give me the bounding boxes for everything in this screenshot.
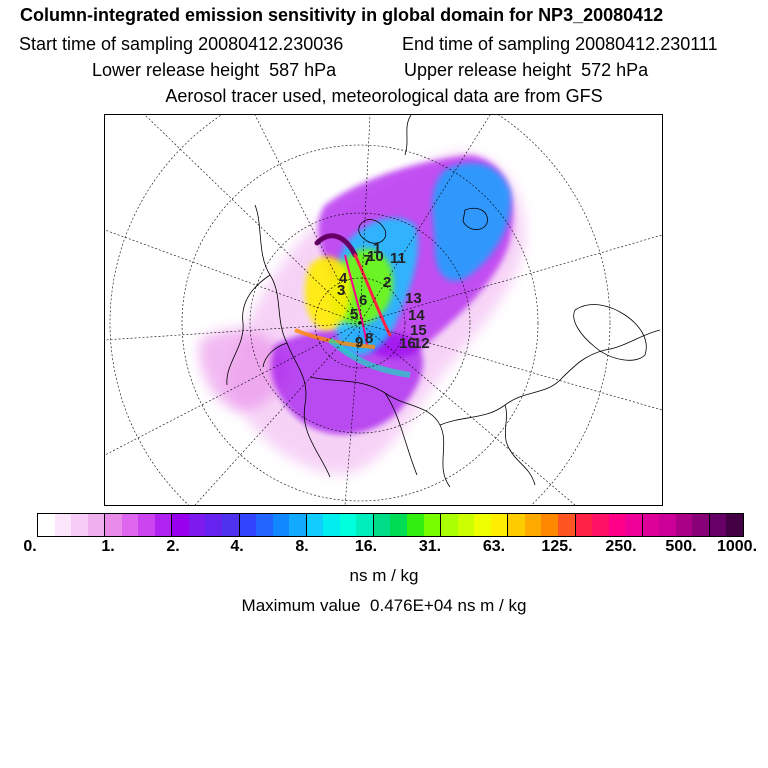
- colorbar-segment: [121, 514, 139, 536]
- colorbar-segment: [105, 514, 122, 536]
- trajectory-marker: 16: [399, 335, 416, 352]
- colorbar-segment: [71, 514, 88, 536]
- trajectory-marker: 6: [359, 292, 367, 309]
- release-upper-value: 572 hPa: [581, 60, 649, 80]
- colorbar-segment: [54, 514, 72, 536]
- colorbar-segment: [289, 514, 307, 536]
- colorbar-segment: [441, 514, 458, 536]
- emission-sensitivity-map: 1 2 3 4 5 6 7 8 9 10 11 12 13 14 15 16: [104, 114, 663, 506]
- colorbar-segment: [474, 514, 491, 536]
- colorbar-segment: [306, 514, 324, 536]
- sampling-start-label: Start time of sampling: [19, 34, 194, 54]
- trajectory-marker: 3: [337, 282, 345, 299]
- trajectory-markers: 1 2 3 4 5 6 7 8 9 10 11 12 13 14 15 16: [337, 240, 430, 352]
- colorbar-segment: [541, 514, 558, 536]
- colorbar-segment: [172, 514, 189, 536]
- trajectory-marker: 7: [363, 252, 371, 269]
- colorbar-segment: [272, 514, 290, 536]
- colorbar-segment: [457, 514, 475, 536]
- colorbar-tick-label: 0.: [23, 538, 37, 555]
- trajectory-marker: 1: [373, 240, 381, 257]
- colorbar-segment: [373, 514, 391, 536]
- maximum-value-number: 0.476E+04 ns m / kg: [370, 596, 527, 615]
- colorbar-segment: [390, 514, 408, 536]
- trajectory-marker: 8: [365, 330, 373, 347]
- sensitivity-field: [199, 153, 525, 476]
- colorbar-segment: [323, 514, 340, 536]
- colorbar-tick-label: 1000.: [716, 538, 758, 555]
- trajectory-marker: 11: [390, 250, 406, 267]
- maximum-value-label: Maximum value: [241, 596, 361, 615]
- colorbar-tick-label: 31.: [418, 538, 442, 555]
- maximum-value: Maximum value 0.476E+04 ns m / kg: [0, 596, 768, 616]
- trajectory-marker: 2: [383, 274, 391, 291]
- colorbar-segment: [188, 514, 206, 536]
- release-lower-label: Lower release height: [92, 60, 260, 80]
- colorbar-tick-label: 125.: [541, 538, 573, 555]
- colorbar-segment: [557, 514, 576, 536]
- colorbar-tick-label: 63.: [482, 538, 506, 555]
- colorbar-tick-label: 250.: [605, 538, 637, 555]
- release-upper-label: Upper release height: [404, 60, 572, 80]
- colorbar-segment: [659, 514, 676, 536]
- trajectory-marker: 9: [355, 334, 363, 351]
- colorbar-segment: [222, 514, 240, 536]
- coastlines: [226, 115, 661, 488]
- colorbar-segment: [592, 514, 609, 536]
- colorbar-tick-label: 1.: [101, 538, 115, 555]
- colorbar-segment: [575, 514, 593, 536]
- colorbar-segment: [239, 514, 257, 536]
- colorbar-segment: [205, 514, 223, 536]
- sampling-end-value: 20080412.230111: [575, 34, 718, 54]
- colorbar-segment: [625, 514, 643, 536]
- colorbar-segment: [524, 514, 542, 536]
- sampling-start: Start time of sampling 20080412.230036: [19, 34, 343, 55]
- trajectory-marker: 14: [408, 307, 425, 324]
- trajectory-marker: 5: [350, 306, 358, 323]
- colorbar-tick-label: 4.: [230, 538, 244, 555]
- colorbar-segment: [87, 514, 106, 536]
- colorbar-segment: [38, 514, 55, 536]
- graticule: [105, 115, 662, 505]
- colorbar-segment: [726, 514, 743, 536]
- colorbar-tick-label: 2.: [166, 538, 180, 555]
- colorbar-tick-label: 8.: [295, 538, 309, 555]
- colorbar: [37, 513, 744, 537]
- colorbar-segment: [508, 514, 525, 536]
- trajectory-marker: 12: [413, 335, 430, 352]
- sampling-end-label: End time of sampling: [402, 34, 571, 54]
- release-upper: Upper release height 572 hPa: [404, 60, 648, 81]
- colorbar-segment: [356, 514, 374, 536]
- colorbar-segment: [490, 514, 509, 536]
- colorbar-segment: [407, 514, 424, 536]
- colorbar-segment: [608, 514, 626, 536]
- colorbar-segment: [423, 514, 442, 536]
- release-lower: Lower release height 587 hPa: [92, 60, 336, 81]
- sampling-start-value: 20080412.230036: [198, 34, 344, 54]
- colorbar-segment: [138, 514, 155, 536]
- release-lower-value: 587 hPa: [269, 60, 337, 80]
- colorbar-unit: ns m / kg: [349, 566, 419, 585]
- colorbar-segment: [154, 514, 173, 536]
- colorbar-segment: [256, 514, 273, 536]
- colorbar-tick-label: 16.: [354, 538, 378, 555]
- trajectory-marker: 4: [339, 270, 348, 287]
- colorbar-segment: [675, 514, 693, 536]
- sampling-end: End time of sampling 20080412.230111: [402, 34, 718, 55]
- colorbar-segment: [642, 514, 660, 536]
- trajectory-marker: 10: [367, 248, 384, 265]
- info-line: Aerosol tracer used, meteorological data…: [165, 86, 603, 106]
- trajectory-marker: 13: [405, 290, 422, 307]
- trajectory-marker: 15: [410, 322, 427, 339]
- colorbar-segment: [709, 514, 727, 536]
- colorbar-segment: [692, 514, 710, 536]
- figure-title: Column-integrated emission sensitivity i…: [20, 5, 664, 25]
- colorbar-segment: [339, 514, 357, 536]
- colorbar-tick-label: 500.: [665, 538, 697, 555]
